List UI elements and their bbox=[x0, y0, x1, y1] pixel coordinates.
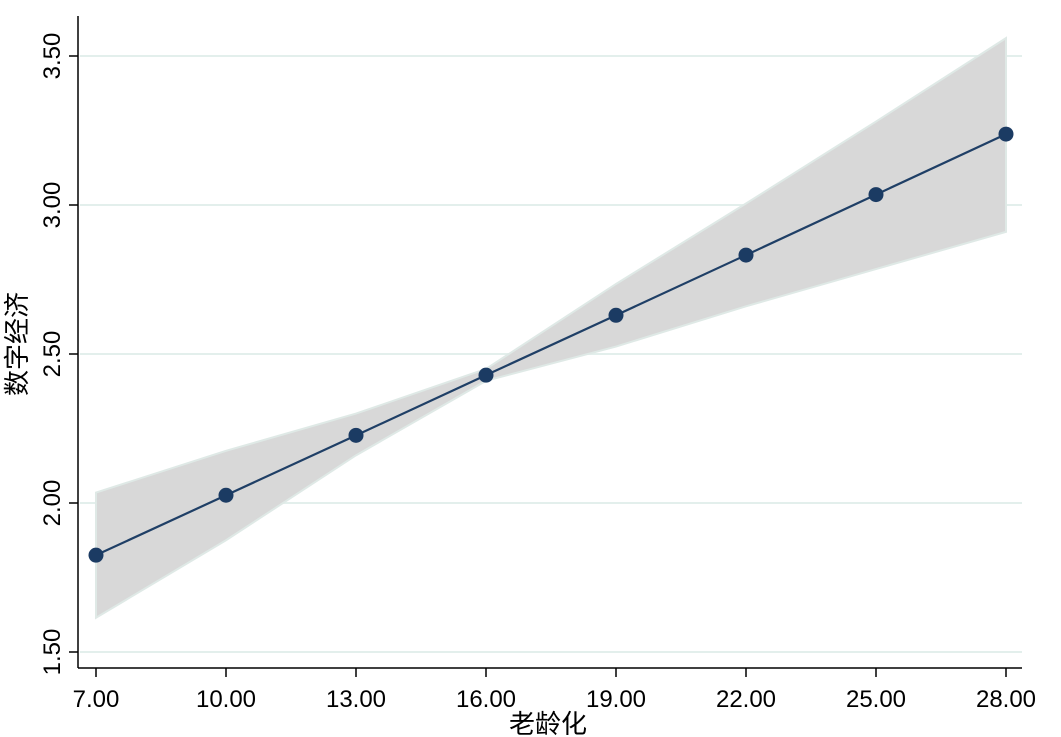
data-point-4 bbox=[608, 307, 624, 323]
data-point-1 bbox=[218, 487, 234, 503]
y-tick-label-2: 2.50 bbox=[39, 331, 66, 378]
y-tick-label-1: 2.00 bbox=[39, 480, 66, 527]
y-axis-title: 数字经济 bbox=[3, 292, 33, 396]
data-point-0 bbox=[88, 547, 104, 563]
x-tick-label-0: 7.00 bbox=[73, 686, 120, 713]
y-tick-label-0: 1.50 bbox=[39, 629, 66, 676]
x-tick-label-6: 25.00 bbox=[846, 686, 906, 713]
confidence-band bbox=[95, 36, 1007, 620]
axes-layer bbox=[77, 16, 1022, 669]
x-tick-label-1: 10.00 bbox=[196, 686, 256, 713]
data-point-7 bbox=[998, 126, 1014, 142]
data-point-3 bbox=[478, 367, 494, 383]
x-tick-label-4: 19.00 bbox=[586, 686, 646, 713]
data-point-5 bbox=[738, 247, 754, 263]
confidence-band-layer bbox=[95, 36, 1007, 620]
data-points-layer bbox=[88, 126, 1014, 563]
series-line-layer bbox=[95, 133, 1007, 557]
x-tick-label-2: 13.00 bbox=[326, 686, 386, 713]
x-tick-label-3: 16.00 bbox=[456, 686, 516, 713]
x-tick-layer: 7.00 10.00 13.00 16.00 19.00 22.00 25.00 28.00 bbox=[73, 668, 1036, 713]
x-tick-label-5: 22.00 bbox=[716, 686, 776, 713]
data-point-2 bbox=[348, 427, 364, 443]
x-tick-label-7: 28.00 bbox=[976, 686, 1036, 713]
x-axis-title: 老龄化 bbox=[509, 710, 587, 737]
series-line bbox=[95, 133, 1007, 557]
y-tick-label-3: 3.00 bbox=[39, 182, 66, 229]
data-point-6 bbox=[868, 187, 884, 203]
y-tick-label-4: 3.50 bbox=[39, 33, 66, 80]
y-tick-layer: 1.50 2.00 2.50 3.00 3.50 bbox=[39, 33, 78, 676]
